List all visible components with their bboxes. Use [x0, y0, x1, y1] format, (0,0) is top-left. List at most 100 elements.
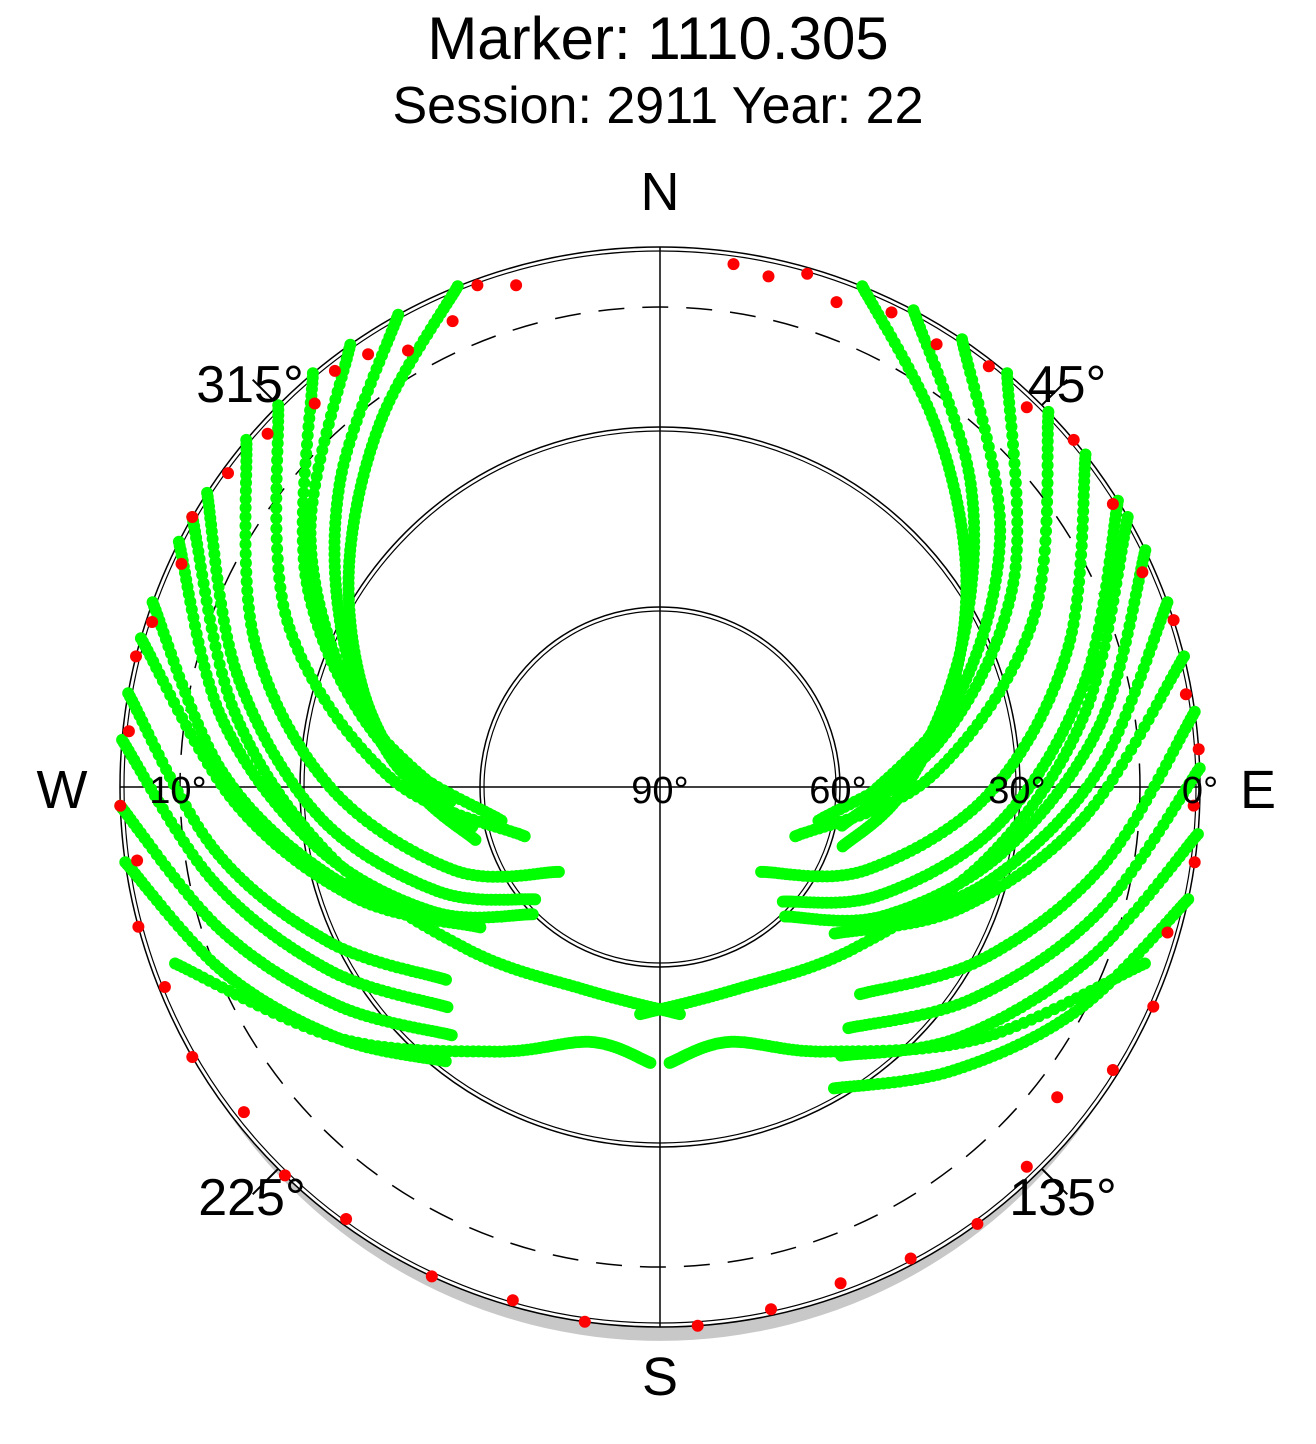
- track-point: [1005, 420, 1018, 433]
- satellite-track-31: [169, 957, 657, 1069]
- track-point: [1035, 573, 1048, 586]
- low-elevation-point: [237, 1106, 250, 1119]
- track-point: [298, 467, 311, 479]
- track-point: [1100, 631, 1113, 644]
- track-point: [1104, 613, 1117, 626]
- track-point: [1041, 459, 1054, 472]
- track-point: [274, 581, 287, 594]
- low-elevation-point: [261, 427, 274, 440]
- track-point: [469, 833, 482, 846]
- track-point: [270, 512, 283, 525]
- low-elevation-point: [146, 616, 159, 628]
- elevation-label-10: 10°: [149, 770, 206, 812]
- elevation-label-90: 90°: [631, 770, 688, 812]
- azimuth-tick-225: [251, 1168, 279, 1196]
- low-elevation-point: [1167, 614, 1180, 627]
- azimuth-tick-135: [1041, 1168, 1069, 1196]
- track-point: [1011, 506, 1024, 519]
- track-point: [1074, 557, 1087, 570]
- satellite-track-11: [122, 687, 452, 986]
- low-elevation-point: [506, 1294, 519, 1307]
- track-point: [270, 522, 283, 535]
- low-elevation-point: [691, 1319, 704, 1332]
- track-point: [239, 519, 252, 532]
- track-point: [1008, 457, 1021, 470]
- track-point: [241, 584, 254, 597]
- track-point: [296, 516, 309, 528]
- track-point: [1009, 476, 1022, 489]
- low-elevation-point: [762, 270, 775, 283]
- low-elevation-point: [1051, 1091, 1064, 1104]
- track-point: [828, 927, 841, 940]
- low-elevation-point: [278, 1169, 291, 1182]
- satellite-track-20: [755, 448, 1092, 883]
- track-point: [298, 476, 311, 489]
- low-elevation-points: [114, 258, 1205, 1332]
- azimuth-tick-45: [1041, 378, 1069, 406]
- low-elevation-point: [930, 338, 943, 351]
- track-point: [297, 496, 310, 509]
- azimuth-tick-315: [251, 378, 279, 406]
- track-point: [836, 840, 849, 853]
- low-elevation-point: [132, 920, 145, 933]
- track-point: [239, 529, 252, 541]
- azimuth-label-315: 315°: [196, 356, 304, 414]
- low-elevation-point: [1067, 433, 1080, 446]
- low-elevation-point: [982, 360, 995, 373]
- track-point: [240, 566, 253, 579]
- low-elevation-point: [1192, 743, 1205, 756]
- track-point: [209, 640, 222, 653]
- low-elevation-point: [122, 725, 135, 738]
- low-elevation-point: [904, 1252, 917, 1265]
- satellite-track-30: [634, 511, 1134, 1021]
- track-point: [474, 921, 487, 934]
- low-elevation-point: [114, 799, 127, 812]
- track-point: [296, 534, 309, 547]
- track-point: [200, 594, 213, 607]
- track-point: [1011, 525, 1024, 538]
- track-point: [271, 445, 284, 458]
- track-point: [842, 1022, 855, 1035]
- satellite-track-12: [116, 733, 454, 1014]
- track-point: [1075, 548, 1088, 561]
- chart-subtitle: Session: 2911 Year: 22: [392, 77, 924, 135]
- track-point: [634, 1008, 647, 1021]
- satellite-track-13: [114, 799, 458, 1042]
- track-point: [1076, 522, 1089, 535]
- track-point: [1009, 467, 1022, 479]
- low-elevation-point: [1106, 1064, 1119, 1076]
- low-elevation-point: [130, 650, 142, 663]
- track-point: [239, 557, 252, 569]
- chart-title: Marker: 1110.305: [427, 5, 889, 72]
- track-point: [776, 895, 789, 908]
- track-point: [239, 538, 252, 551]
- low-elevation-point: [885, 306, 898, 319]
- track-point: [270, 463, 283, 476]
- track-point: [755, 865, 768, 878]
- satellite-track-7: [201, 486, 542, 906]
- track-point: [300, 447, 313, 460]
- track-point: [552, 865, 565, 878]
- track-point: [439, 1055, 452, 1068]
- satellite-track-25: [854, 705, 1201, 1001]
- low-elevation-point: [765, 1303, 777, 1316]
- low-elevation-point: [186, 1051, 199, 1063]
- track-point: [1011, 516, 1024, 528]
- track-point: [240, 575, 253, 588]
- track-point: [779, 910, 792, 923]
- low-elevation-point: [830, 296, 843, 309]
- low-elevation-point: [578, 1315, 591, 1328]
- satellite-track-5: [270, 399, 531, 843]
- track-point: [297, 486, 310, 499]
- track-point: [1041, 477, 1054, 489]
- low-elevation-point: [186, 511, 199, 523]
- satellite-track-29: [186, 511, 686, 1021]
- track-point: [270, 502, 283, 515]
- low-elevation-point: [1136, 566, 1149, 579]
- azimuth-label-225: 225°: [198, 1169, 306, 1227]
- north-label: N: [641, 162, 680, 222]
- track-point: [271, 552, 284, 565]
- west-label: W: [37, 760, 88, 820]
- satellite-track-28: [828, 893, 1195, 1095]
